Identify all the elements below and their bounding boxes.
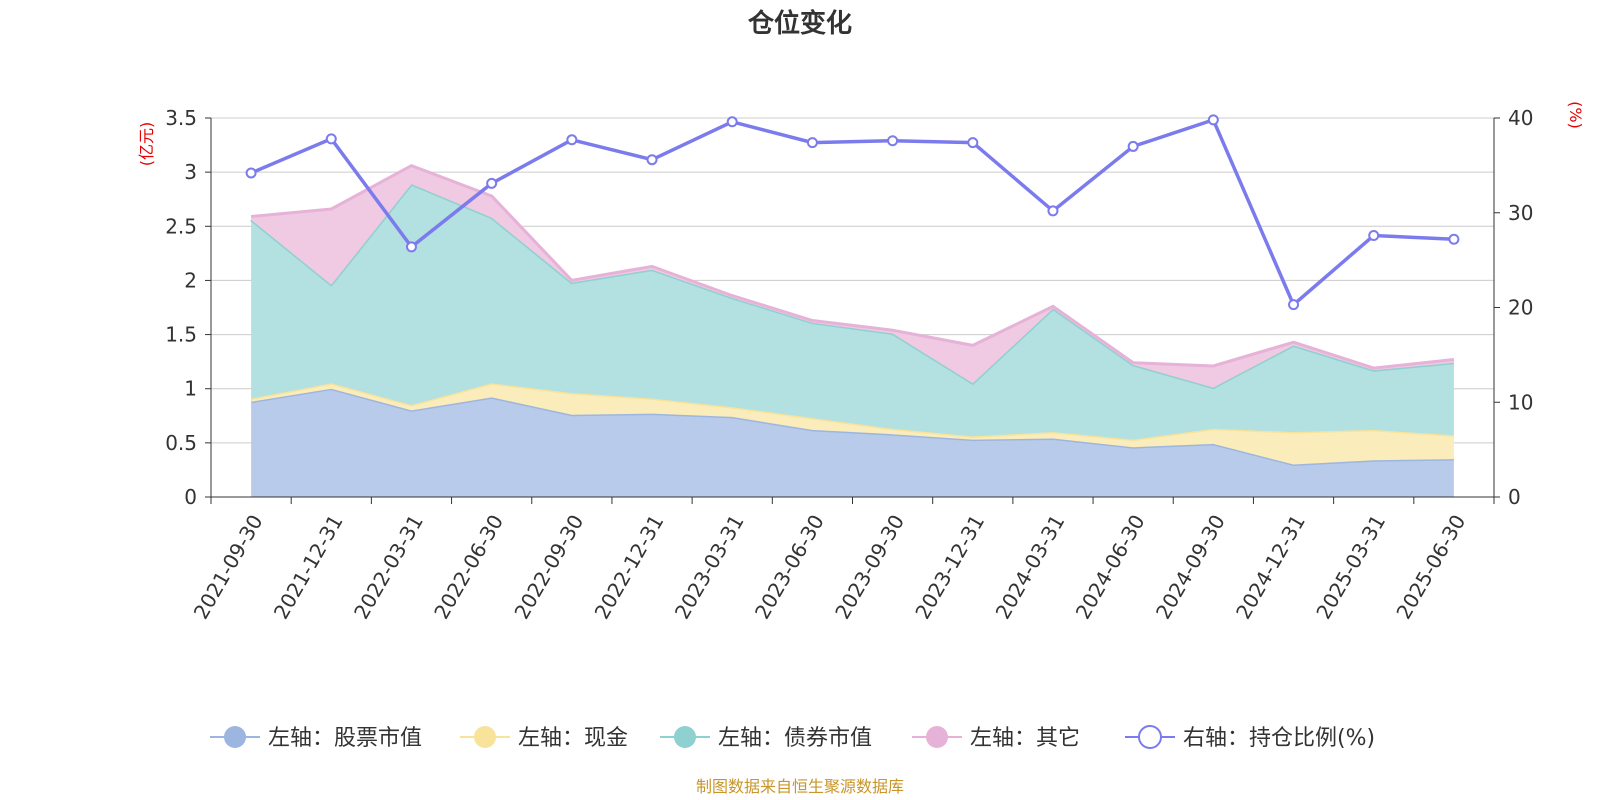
legend[interactable]: 左轴：股票市值 左轴：现金 左轴：债券市值 左轴：其它 右轴：持仓比例(%) (210, 725, 1375, 751)
stacked-areas (250, 163, 1455, 497)
legend-label: 左轴：其它 (970, 726, 1080, 751)
right-tick-label: 0 (1508, 485, 1521, 509)
area-edge-line (250, 163, 1455, 370)
x-tick-label: 2023-03-31 (670, 511, 749, 624)
x-tick-label: 2025-06-30 (1391, 511, 1470, 624)
right-axis-unit: (%) (1566, 101, 1585, 129)
x-tick-label: 2021-12-31 (269, 511, 348, 624)
left-tick-label: 3 (184, 160, 197, 184)
area-左轴：股票市值 (251, 388, 1454, 497)
legend-marker (674, 726, 696, 748)
x-tick-label: 2022-03-31 (349, 511, 428, 624)
x-tick-label: 2024-12-31 (1231, 511, 1310, 624)
legend-item[interactable]: 左轴：现金 (460, 726, 628, 751)
legend-label: 右轴：持仓比例(%) (1183, 726, 1375, 751)
x-tick-label: 2025-03-31 (1311, 511, 1390, 624)
ratio-line (250, 117, 1454, 308)
x-tick-label: 2023-12-31 (910, 511, 989, 624)
ratio-point[interactable] (325, 133, 337, 145)
legend-item[interactable]: 左轴：债券市值 (660, 726, 872, 751)
ratio-line-series (245, 114, 1460, 311)
left-tick-label: 0.5 (165, 431, 197, 455)
right-tick-label: 30 (1508, 201, 1533, 225)
legend-item[interactable]: 左轴：其它 (912, 726, 1080, 751)
right-tick-label: 40 (1508, 106, 1533, 130)
x-tick-label: 2022-06-30 (429, 511, 508, 624)
legend-label: 左轴：现金 (518, 726, 628, 751)
ratio-point[interactable] (1047, 205, 1059, 217)
left-tick-label: 1 (184, 377, 197, 401)
right-tick-label: 20 (1508, 296, 1533, 320)
right-tick-label: 10 (1508, 390, 1533, 414)
ratio-point[interactable] (405, 241, 417, 253)
ratio-point[interactable] (726, 116, 738, 128)
ratio-point[interactable] (566, 134, 578, 146)
ratio-point[interactable] (1288, 299, 1300, 311)
legend-label: 左轴：股票市值 (268, 726, 422, 751)
ratio-point[interactable] (1207, 114, 1219, 126)
x-tick-label: 2022-12-31 (590, 511, 669, 624)
legend-marker (1138, 725, 1162, 749)
ratio-point[interactable] (967, 137, 979, 149)
legend-item[interactable]: 左轴：股票市值 (210, 726, 422, 751)
ratio-point[interactable] (245, 167, 257, 179)
left-tick-label: 3.5 (165, 106, 197, 130)
x-tick-label: 2024-03-31 (991, 511, 1070, 624)
legend-marker (926, 726, 948, 748)
left-tick-label: 0 (184, 485, 197, 509)
legend-marker (224, 726, 246, 748)
legend-marker (474, 726, 496, 748)
ratio-point[interactable] (887, 135, 899, 147)
ratio-point[interactable] (646, 154, 658, 166)
legend-label: 左轴：债券市值 (718, 726, 872, 751)
ratio-point[interactable] (486, 177, 498, 189)
area-左轴：债券市值 (251, 184, 1454, 440)
chart-title: 仓位变化 (747, 8, 852, 39)
legend-item[interactable]: 右轴：持仓比例(%) (1125, 725, 1375, 751)
ratio-point[interactable] (806, 137, 818, 149)
left-tick-label: 1.5 (165, 323, 197, 347)
x-tick-label: 2023-09-30 (830, 511, 909, 624)
ratio-point[interactable] (1368, 229, 1380, 241)
x-tick-label: 2021-09-30 (189, 511, 268, 624)
source-note: 制图数据来自恒生聚源数据库 (696, 777, 904, 796)
x-tick-label: 2024-06-30 (1071, 511, 1150, 624)
x-tick-label: 2024-09-30 (1151, 511, 1230, 624)
left-tick-label: 2 (184, 268, 197, 292)
ratio-point[interactable] (1127, 140, 1139, 152)
x-tick-label: 2023-06-30 (750, 511, 829, 624)
ratio-point[interactable] (1448, 233, 1460, 245)
left-tick-label: 2.5 (165, 214, 197, 238)
left-axis-unit: (亿元) (137, 122, 156, 167)
x-tick-label: 2022-09-30 (509, 511, 588, 624)
